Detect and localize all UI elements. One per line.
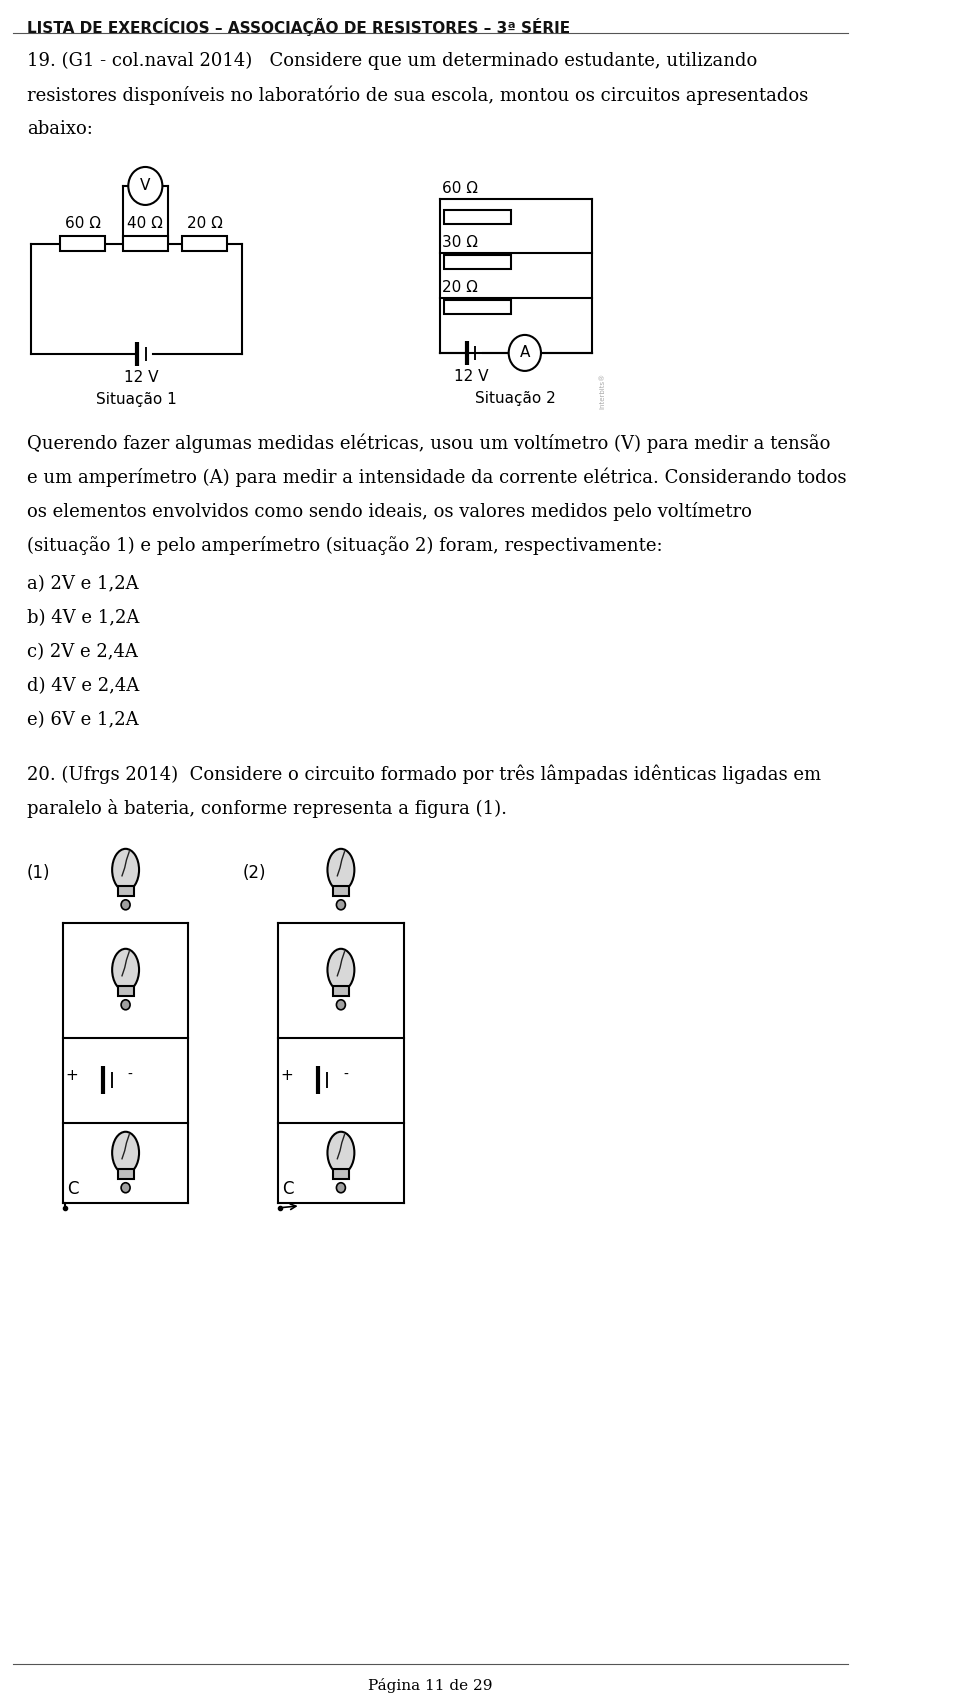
Text: 60 Ω: 60 Ω bbox=[443, 182, 478, 195]
Bar bbox=[333, 886, 349, 896]
Text: a) 2V e 1,2A: a) 2V e 1,2A bbox=[27, 575, 138, 592]
Text: LISTA DE EXERCÍCIOS – ASSOCIAÇÃO DE RESISTORES – 3ª SÉRIE: LISTA DE EXERCÍCIOS – ASSOCIAÇÃO DE RESI… bbox=[27, 19, 570, 36]
Text: -: - bbox=[343, 1069, 348, 1083]
Text: d) 4V e 2,4A: d) 4V e 2,4A bbox=[27, 677, 139, 694]
Text: abaixo:: abaixo: bbox=[27, 120, 93, 137]
Text: 60 Ω: 60 Ω bbox=[64, 217, 101, 231]
Text: +: + bbox=[280, 1067, 294, 1083]
Text: C: C bbox=[67, 1179, 79, 1198]
Circle shape bbox=[121, 1000, 131, 1010]
Ellipse shape bbox=[327, 949, 354, 991]
Circle shape bbox=[509, 334, 541, 372]
Ellipse shape bbox=[112, 949, 139, 991]
Text: Interbits®: Interbits® bbox=[599, 373, 606, 409]
Text: Situação 2: Situação 2 bbox=[475, 390, 556, 406]
Circle shape bbox=[336, 1000, 346, 1010]
Circle shape bbox=[121, 899, 131, 910]
Text: e um amperímetro (A) para medir a intensidade da corrente elétrica. Considerando: e um amperímetro (A) para medir a intens… bbox=[27, 468, 847, 487]
Text: 20 Ω: 20 Ω bbox=[443, 280, 478, 295]
Text: 20 Ω: 20 Ω bbox=[186, 217, 223, 231]
Ellipse shape bbox=[327, 848, 354, 891]
Text: C: C bbox=[282, 1179, 294, 1198]
Text: b) 4V e 1,2A: b) 4V e 1,2A bbox=[27, 609, 139, 626]
Text: e) 6V e 1,2A: e) 6V e 1,2A bbox=[27, 711, 138, 728]
Bar bbox=[182, 236, 227, 251]
Text: Situação 1: Situação 1 bbox=[96, 392, 178, 407]
Text: V: V bbox=[140, 178, 151, 193]
Circle shape bbox=[336, 1183, 346, 1193]
Bar bbox=[333, 986, 349, 996]
Text: os elementos envolvidos como sendo ideais, os valores medidos pelo voltímetro: os elementos envolvidos como sendo ideai… bbox=[27, 502, 752, 521]
Ellipse shape bbox=[327, 1132, 354, 1174]
Text: Querendo fazer algumas medidas elétricas, usou um voltímetro (V) para medir a te: Querendo fazer algumas medidas elétricas… bbox=[27, 434, 830, 453]
Bar bbox=[444, 300, 512, 314]
Bar bbox=[444, 210, 512, 224]
Text: (situação 1) e pelo amperímetro (situação 2) foram, respectivamente:: (situação 1) e pelo amperímetro (situaçã… bbox=[27, 536, 662, 555]
Ellipse shape bbox=[112, 848, 139, 891]
Text: (2): (2) bbox=[242, 864, 266, 882]
Text: +: + bbox=[65, 1067, 78, 1083]
Text: paralelo à bateria, conforme representa a figura (1).: paralelo à bateria, conforme representa … bbox=[27, 799, 507, 818]
Circle shape bbox=[336, 899, 346, 910]
Bar bbox=[60, 236, 105, 251]
Bar bbox=[117, 1169, 133, 1179]
Bar bbox=[117, 886, 133, 896]
Text: A: A bbox=[519, 346, 530, 360]
Text: 12 V: 12 V bbox=[454, 368, 489, 384]
Text: 40 Ω: 40 Ω bbox=[128, 217, 163, 231]
Bar bbox=[333, 1169, 349, 1179]
Circle shape bbox=[121, 1183, 131, 1193]
Text: c) 2V e 2,4A: c) 2V e 2,4A bbox=[27, 643, 138, 660]
Text: 20. (Ufrgs 2014)  Considere o circuito formado por três lâmpadas idênticas ligad: 20. (Ufrgs 2014) Considere o circuito fo… bbox=[27, 765, 821, 784]
Bar bbox=[444, 255, 512, 268]
Circle shape bbox=[129, 166, 162, 205]
Bar bbox=[117, 986, 133, 996]
Text: Página 11 de 29: Página 11 de 29 bbox=[369, 1678, 492, 1692]
Text: 19. (G1 - col.naval 2014)   Considere que um determinado estudante, utilizando: 19. (G1 - col.naval 2014) Considere que … bbox=[27, 53, 757, 70]
Text: (1): (1) bbox=[27, 864, 51, 882]
Text: -: - bbox=[128, 1069, 132, 1083]
Text: 30 Ω: 30 Ω bbox=[443, 234, 478, 249]
Ellipse shape bbox=[112, 1132, 139, 1174]
Text: 12 V: 12 V bbox=[124, 370, 158, 385]
Text: resistores disponíveis no laboratório de sua escola, montou os circuitos apresen: resistores disponíveis no laboratório de… bbox=[27, 87, 808, 105]
Bar bbox=[123, 236, 168, 251]
